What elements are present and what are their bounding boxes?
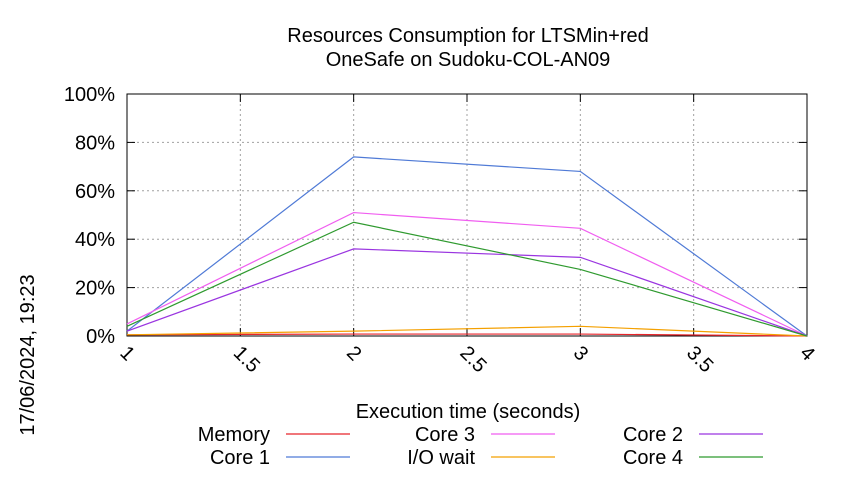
- series-line-i-o-wait: [126, 325, 808, 337]
- legend-label-core-4: Core 4: [623, 447, 683, 469]
- series-line-core-4: [126, 221, 808, 337]
- y-tick-label: 60%: [75, 181, 115, 203]
- y-tick-label: 80%: [75, 132, 115, 154]
- x-tick-label: 3: [569, 342, 592, 365]
- x-tick-label: 1: [115, 342, 138, 365]
- x-tick-label: 4: [795, 342, 818, 365]
- legend-label-memory: Memory: [198, 424, 270, 446]
- legend-label-core-2: Core 2: [623, 424, 683, 446]
- y-tick-label: 100%: [64, 84, 115, 106]
- y-tick-label: 20%: [75, 278, 115, 300]
- series-line-core-3: [126, 211, 808, 337]
- timestamp: 17/06/2024, 19:23: [17, 274, 39, 435]
- chart-title-line-1: Resources Consumption for LTSMin+red: [287, 25, 648, 47]
- x-tick-label: 3.5: [682, 342, 717, 377]
- legend-label-core-1: Core 1: [210, 447, 270, 469]
- series-line-core-1: [126, 156, 808, 337]
- data-series: [126, 156, 808, 337]
- legend-label-core-3: Core 3: [415, 424, 475, 446]
- legend-label-i-o-wait: I/O wait: [407, 447, 475, 469]
- x-axis-label: Execution time (seconds): [356, 401, 581, 423]
- y-tick-label: 40%: [75, 229, 115, 251]
- x-tick-label: 2: [342, 342, 365, 365]
- y-tick-label: 0%: [86, 326, 115, 348]
- x-tick-label: 1.5: [229, 342, 264, 377]
- series-line-memory: [126, 333, 808, 337]
- grid-lines: [126, 93, 808, 337]
- chart-title-line-2: OneSafe on Sudoku-COL-AN09: [326, 49, 611, 71]
- axis-ticks: 0% 20% 40% 60% 80% 100% 1 1.5 2 2.5 3 3.5 4: [64, 84, 819, 377]
- chart-title: Resources Consumption for LTSMin+red One…: [287, 25, 648, 71]
- series-line-core-2: [126, 248, 808, 337]
- x-tick-label: 2.5: [455, 342, 490, 377]
